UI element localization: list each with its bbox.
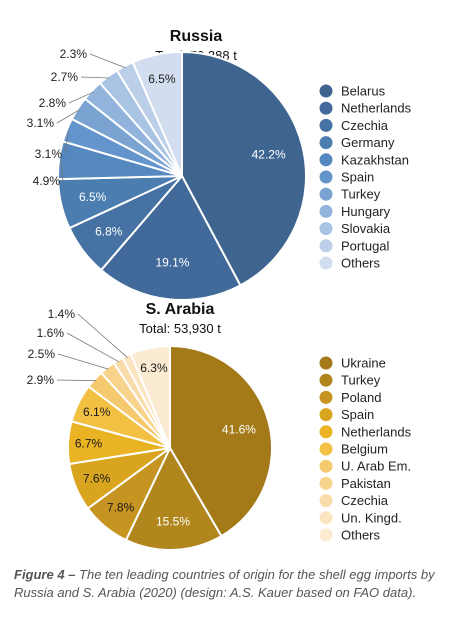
saudi-arabia-value-label-turkey: 15.5% [156, 514, 190, 528]
russia-legend-label-portugal: Portugal [341, 238, 390, 253]
russia-legend-label-germany: Germany [341, 135, 395, 150]
russia-legend-swatch-spain [319, 170, 333, 184]
saudi-arabia-legend-swatch-czechia [319, 494, 333, 508]
russia-leader-line-turkey [56, 109, 80, 124]
saudi-arabia-legend-label-pakistan: Pakistan [341, 476, 391, 491]
saudi-arabia-leader-line-u-arab-em [56, 379, 97, 382]
russia-legend-swatch-turkey [319, 187, 333, 201]
saudi-arabia-legend-swatch-belgium [319, 442, 333, 456]
saudi-arabia-value-label-un-kingd: 1.4% [48, 307, 76, 321]
saudi-arabia-legend-label-ukraine: Ukraine [341, 356, 386, 371]
russia-value-label-belarus: 42.2% [252, 147, 286, 161]
saudi-arabia-value-label-poland: 7.8% [107, 501, 135, 515]
saudi-arabia-value-label-netherlands: 6.7% [75, 437, 103, 451]
caption-prefix: Figure 4 – [14, 567, 76, 582]
saudi-arabia-legend-label-czechia: Czechia [341, 493, 389, 508]
russia-value-label-czechia: 6.8% [95, 224, 123, 238]
russia-legend: Belarus Netherlands Czechia Germany Kazakhst… [319, 84, 412, 271]
saudi-arabia-slice-others [129, 344, 171, 449]
russia-slice-netherlands [99, 174, 242, 301]
saudi-arabia-leader-line-pakistan [57, 353, 109, 370]
russia-value-label-others: 6.5% [148, 72, 176, 86]
saudi-arabia-legend-swatch-pakistan [319, 476, 333, 490]
saudi-arabia-legend-swatch-netherlands [319, 425, 333, 439]
saudi-arabia-leader-line-czechia [66, 332, 120, 363]
saudi-arabia-legend-label-u-arab-em: U. Arab Em. [341, 459, 411, 474]
russia-value-label-slovakia: 2.7% [51, 70, 79, 84]
saudi-arabia-legend-swatch-spain [319, 408, 333, 422]
saudi-arabia-legend-label-spain: Spain [341, 407, 374, 422]
saudi-arabia-legend-label-un-kingd: Un. Kingd. [341, 510, 402, 525]
russia-legend-label-czechia: Czechia [341, 118, 389, 133]
russia-chart-title: Russia [170, 28, 223, 45]
saudi-arabia-value-label-belgium: 6.1% [83, 405, 111, 419]
saudi-arabia-legend-swatch-u-arab-em [319, 459, 333, 473]
russia-legend-label-spain: Spain [341, 170, 374, 185]
russia-legend-swatch-hungary [319, 204, 333, 218]
russia-legend-swatch-germany [319, 136, 333, 150]
russia-legend-swatch-kazakhstan [319, 153, 333, 167]
russia-value-label-portugal: 2.3% [60, 47, 88, 61]
russia-legend-label-netherlands: Netherlands [341, 101, 412, 116]
saudi-arabia-value-label-u-arab-em: 2.9% [27, 373, 55, 387]
russia-legend-label-turkey: Turkey [341, 187, 381, 202]
saudi-arabia-pie: 41.6% 15.5% 7.8% 7.6% 6.7% 6.1% 6.3% 2.9% 2.5% 1.… [27, 307, 273, 551]
russia-legend-label-hungary: Hungary [341, 204, 391, 219]
saudi-arabia-legend-swatch-turkey [319, 373, 333, 387]
saudi-arabia-slice-turkey [124, 445, 223, 551]
saudi-arabia-legend-label-poland: Poland [341, 390, 381, 405]
figure-charts: Russia Total: 79,388 t 42.2%19.1%6.8%6.5… [27, 28, 412, 551]
russia-leader-line-hungary [68, 91, 94, 104]
saudi-arabia-value-label-ukraine: 41.6% [222, 422, 256, 436]
saudi-arabia-legend-swatch-others [319, 528, 333, 542]
russia-value-label-turkey: 3.1% [27, 116, 55, 130]
russia-value-label-kazakhstan: 4.9% [33, 174, 61, 188]
russia-leader-line-portugal [89, 53, 126, 69]
saudi-arabia-slice-ukraine [169, 344, 273, 538]
russia-leader-line-kazakhstan [60, 160, 64, 182]
russia-leader-line-slovakia [80, 76, 110, 79]
russia-legend-swatch-belarus [319, 84, 333, 98]
saudi-arabia-value-label-spain: 7.6% [83, 472, 111, 486]
figure-caption: Figure 4 – The ten leading countries of … [14, 566, 460, 602]
saudi-arabia-chart-title: S. Arabia [146, 301, 215, 318]
russia-legend-label-belarus: Belarus [341, 84, 386, 99]
saudi-arabia-legend: Ukraine Turkey Poland Spain Netherlands Belgi… [319, 356, 412, 543]
russia-slice-belarus [181, 50, 307, 287]
saudi-arabia-value-label-czechia: 1.6% [37, 326, 65, 340]
russia-slice-others [131, 50, 183, 177]
russia-leader-line-spain [64, 130, 70, 155]
russia-legend-swatch-netherlands [319, 101, 333, 115]
russia-value-label-netherlands: 19.1% [155, 255, 189, 269]
russia-value-label-spain: 3.1% [35, 147, 63, 161]
russia-legend-swatch-slovakia [319, 222, 333, 236]
saudi-arabia-legend-label-netherlands: Netherlands [341, 424, 412, 439]
saudi-arabia-legend-swatch-un-kingd [319, 511, 333, 525]
russia-legend-swatch-czechia [319, 118, 333, 132]
saudi-arabia-legend-label-others: Others [341, 528, 381, 543]
caption-text: The ten leading countries of origin for … [14, 567, 435, 600]
russia-legend-label-others: Others [341, 256, 381, 271]
russia-pie: 42.2% 19.1% 6.8% 6.5% 6.5% 4.9% 3.1% 3.1% 2.8% 2.… [27, 47, 307, 301]
saudi-arabia-value-label-others: 6.3% [140, 361, 168, 375]
russia-legend-swatch-portugal [319, 239, 333, 253]
saudi-arabia-chart-subtitle: Total: 53,930 t [139, 321, 221, 336]
russia-legend-swatch-others [319, 256, 333, 270]
saudi-arabia-legend-swatch-ukraine [319, 356, 333, 370]
russia-value-label-germany: 6.5% [79, 190, 107, 204]
saudi-arabia-leader-line-un-kingd [77, 313, 128, 358]
saudi-arabia-legend-label-turkey: Turkey [341, 373, 381, 388]
saudi-arabia-value-label-pakistan: 2.5% [28, 347, 56, 361]
saudi-arabia-legend-label-belgium: Belgium [341, 442, 388, 457]
russia-legend-label-slovakia: Slovakia [341, 221, 391, 236]
saudi-arabia-legend-swatch-poland [319, 390, 333, 404]
russia-value-label-hungary: 2.8% [39, 96, 67, 110]
russia-legend-label-kazakhstan: Kazakhstan [341, 152, 409, 167]
